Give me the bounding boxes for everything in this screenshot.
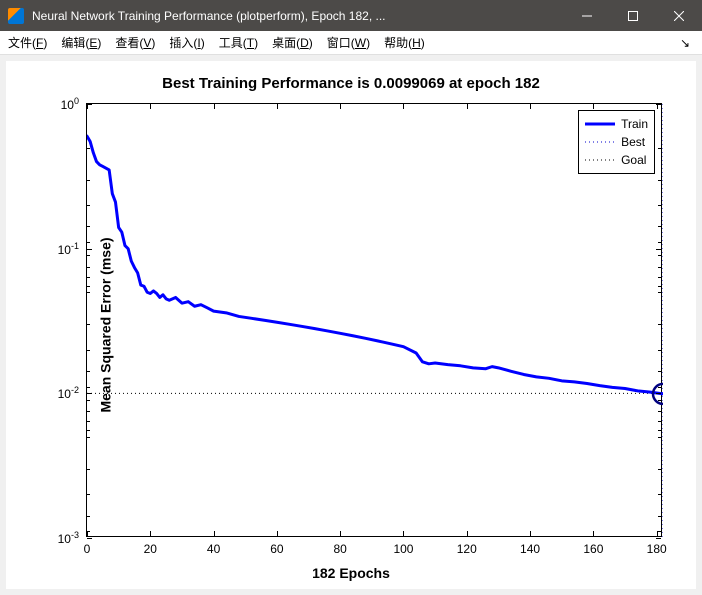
figure-canvas: Best Training Performance is 0.0099069 a… [6, 61, 696, 589]
close-button[interactable] [656, 0, 702, 31]
ytick-label: 10-1 [58, 241, 79, 257]
minimize-button[interactable] [564, 0, 610, 31]
menu-item-w[interactable]: 窗口(W) [327, 34, 370, 51]
window-controls [564, 0, 702, 31]
legend-item: Best [585, 133, 648, 151]
xtick-label: 100 [393, 542, 413, 556]
title-bar[interactable]: Neural Network Training Performance (plo… [0, 0, 702, 31]
menu-item-i[interactable]: 插入(I) [169, 34, 204, 51]
chart-title: Best Training Performance is 0.0099069 a… [6, 75, 696, 92]
xtick-label: 20 [144, 542, 157, 556]
menu-item-d[interactable]: 桌面(D) [272, 34, 313, 51]
xtick-label: 180 [647, 542, 667, 556]
xtick-label: 120 [457, 542, 477, 556]
app-icon [8, 8, 24, 24]
legend-label: Train [621, 117, 648, 131]
legend-label: Best [621, 135, 645, 149]
xtick-label: 140 [520, 542, 540, 556]
axes-box: TrainBestGoal 02040608010012014016018010… [86, 103, 662, 537]
ytick-label: 100 [61, 96, 79, 112]
ytick-label: 10-2 [58, 385, 79, 401]
menu-item-f[interactable]: 文件(F) [8, 34, 47, 51]
xtick-label: 160 [583, 542, 603, 556]
menu-bar: 文件(F) 编辑(E) 查看(V) 插入(I) 工具(T) 桌面(D) 窗口(W) 帮助(H)… [0, 31, 702, 55]
xtick-label: 40 [207, 542, 220, 556]
menu-item-h[interactable]: 帮助(H) [384, 34, 425, 51]
x-axis-label: 182 Epochs [6, 565, 696, 581]
figure-area: Best Training Performance is 0.0099069 a… [0, 55, 702, 595]
menu-item-e[interactable]: 编辑(E) [61, 34, 101, 51]
app-window: Neural Network Training Performance (plo… [0, 0, 702, 595]
window-title: Neural Network Training Performance (plo… [32, 9, 564, 23]
xtick-label: 80 [333, 542, 346, 556]
legend-item: Train [585, 115, 648, 133]
maximize-button[interactable] [610, 0, 656, 31]
xtick-label: 60 [270, 542, 283, 556]
menu-overflow-icon[interactable]: ↘ [680, 36, 690, 50]
menu-item-t[interactable]: 工具(T) [219, 34, 258, 51]
legend-label: Goal [621, 153, 646, 167]
legend-item: Goal [585, 151, 648, 169]
ytick-label: 10-3 [58, 530, 79, 546]
legend[interactable]: Train Best Goal [578, 110, 655, 174]
plot-svg [87, 104, 663, 538]
menu-item-v[interactable]: 查看(V) [115, 34, 155, 51]
xtick-label: 0 [84, 542, 91, 556]
